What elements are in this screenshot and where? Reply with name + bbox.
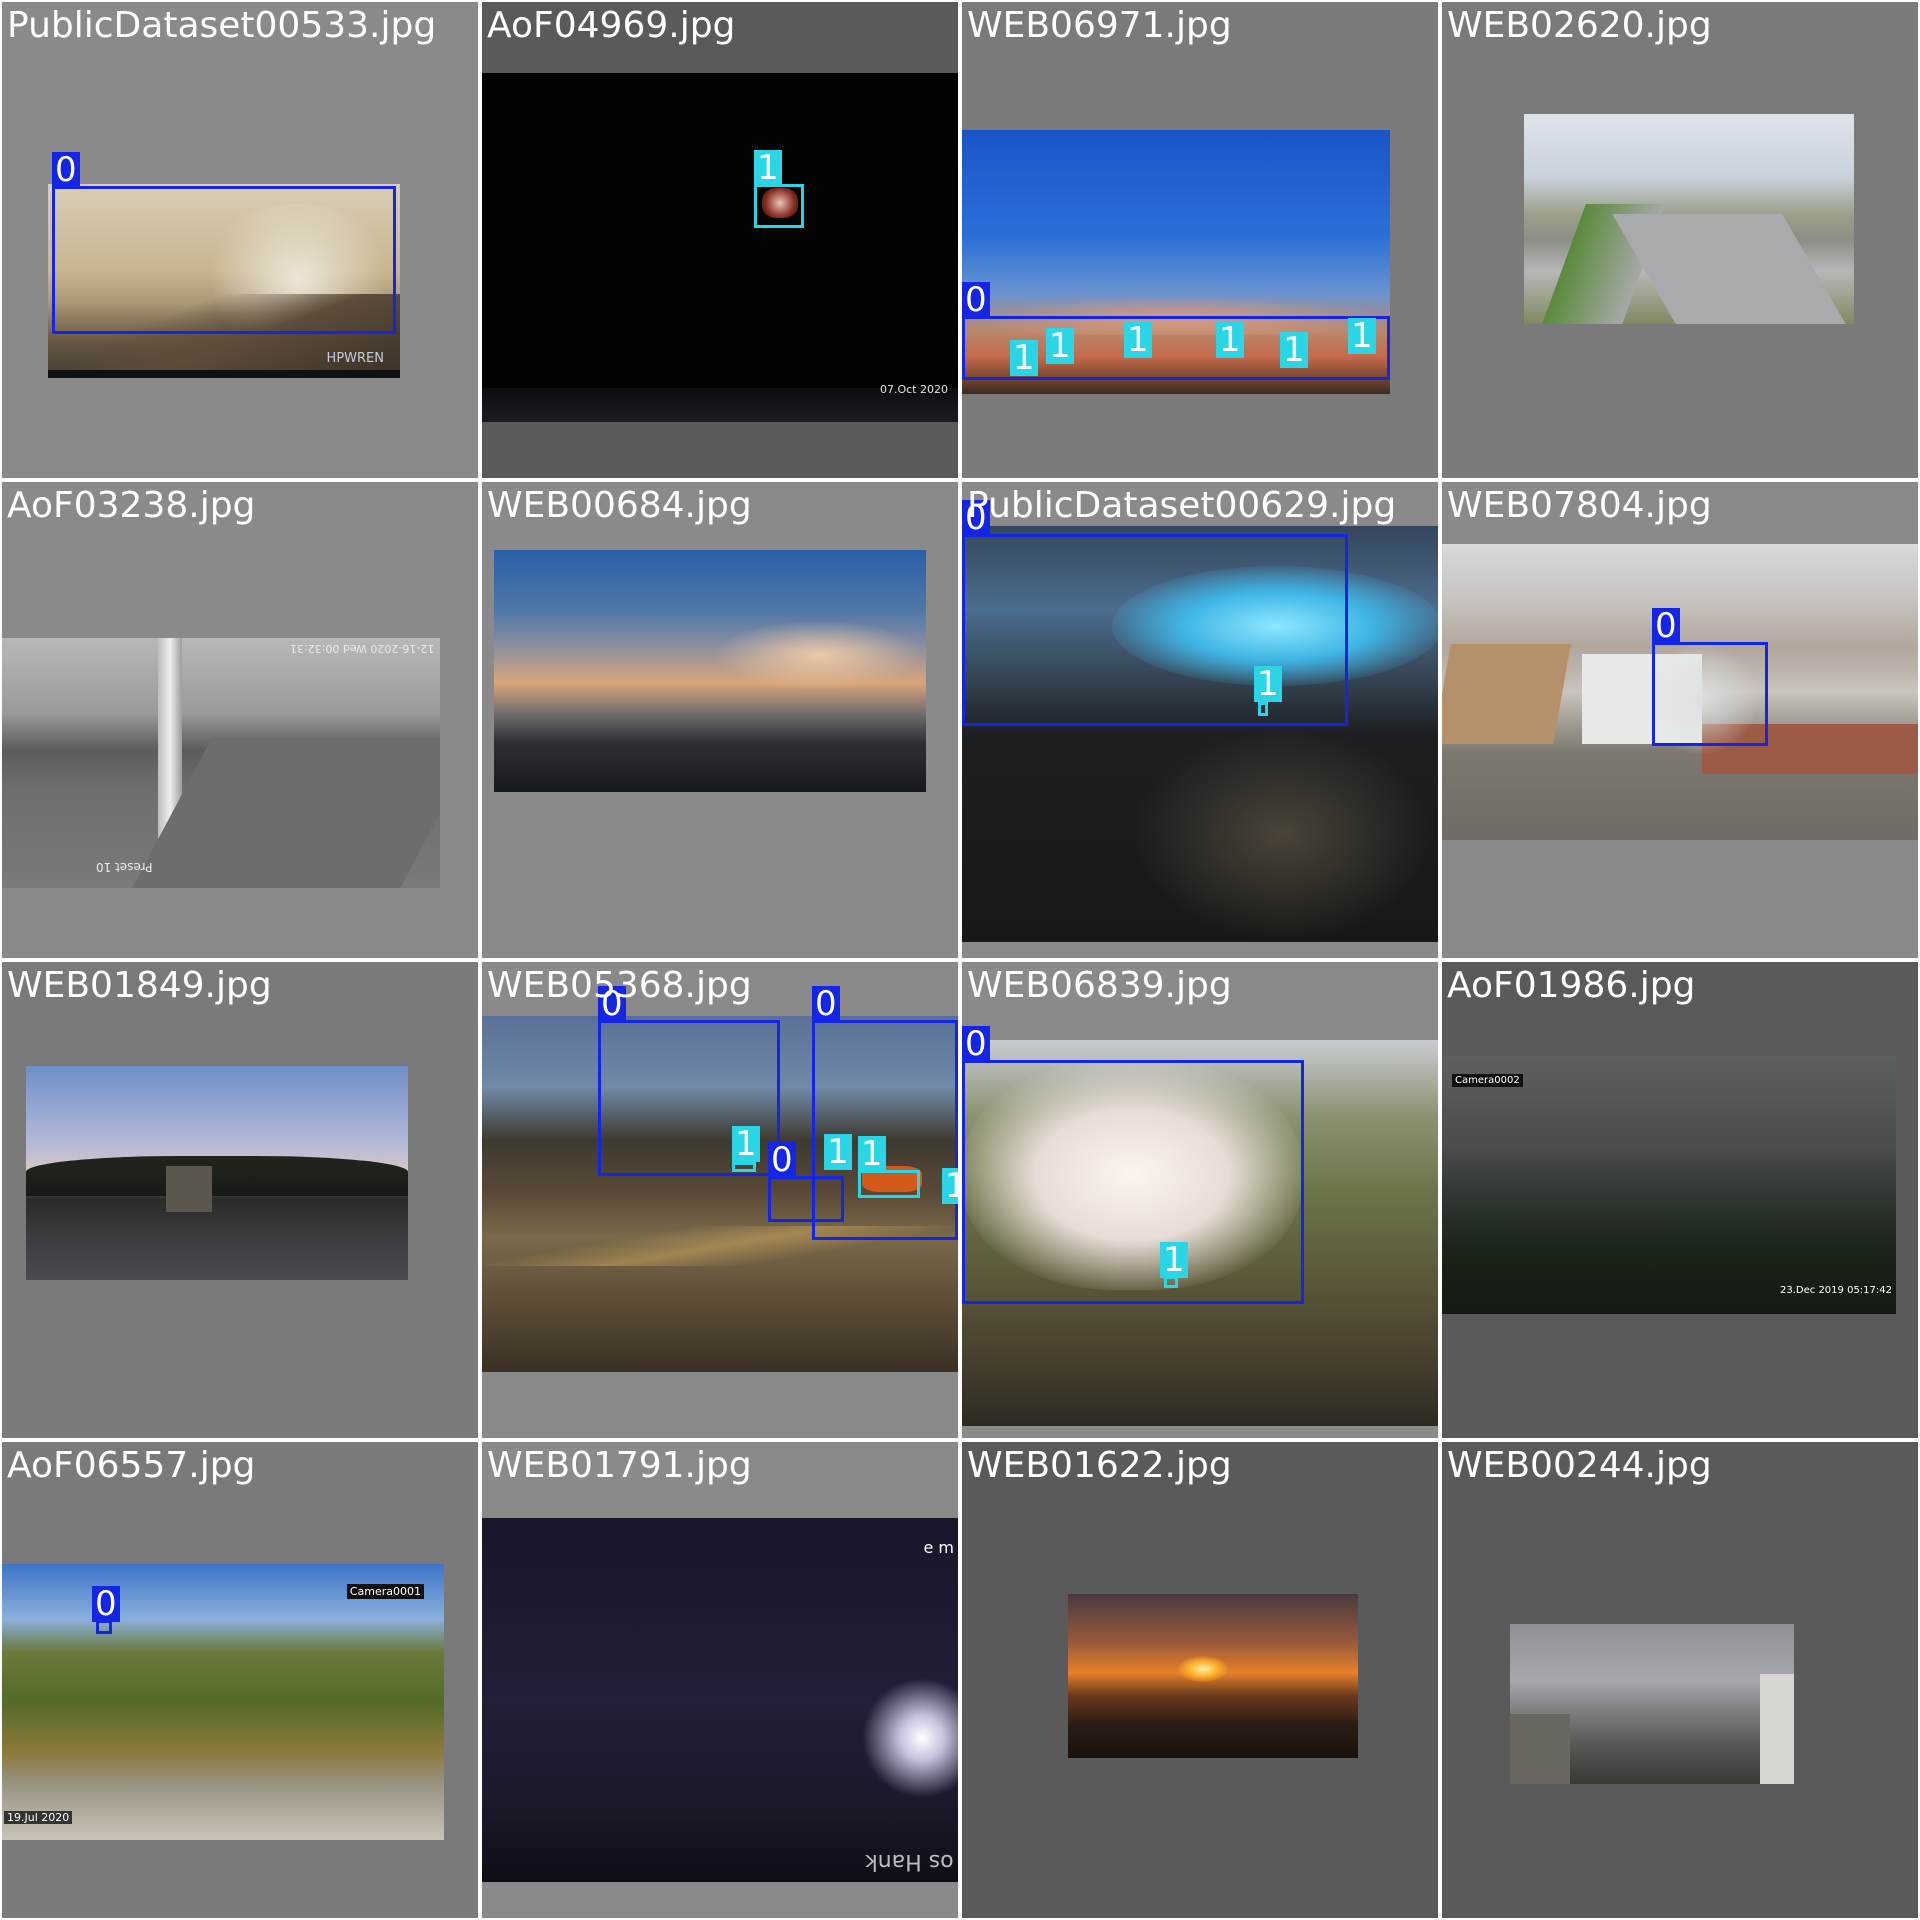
bbox-class-1: [858, 1170, 920, 1198]
file-name: WEB05368.jpg: [487, 965, 752, 1006]
mosaic-tile: AoF04969.jpg 07.Oct 2020 1: [482, 2, 958, 478]
file-name: PublicDataset00629.jpg: [967, 485, 1397, 526]
mosaic-tile: WEB01791.jpg e m os Hank: [482, 1442, 958, 1918]
camera-label: Camera0001: [346, 1584, 424, 1599]
photo: Camera0001 19.Jul 2020: [2, 1564, 444, 1840]
timestamp: 19.Jul 2020: [4, 1811, 73, 1824]
photo: [1524, 114, 1854, 324]
bbox-class-0: [962, 534, 1348, 726]
photo: Preset 10 12-16-2020 Wed 00:32:31: [2, 638, 440, 888]
bbox-label: 1: [1280, 332, 1308, 368]
bbox-label: 1: [732, 1126, 760, 1162]
bbox-label: 1: [824, 1134, 852, 1170]
bbox-label: 0: [962, 282, 990, 318]
bbox-label: 1: [1348, 318, 1376, 354]
photo: [962, 1040, 1438, 1426]
photo: 07.Oct 2020: [482, 73, 958, 422]
file-name: WEB02620.jpg: [1447, 5, 1712, 46]
photo: [962, 526, 1438, 942]
photo: [26, 1066, 408, 1280]
mosaic-tile: WEB00684.jpg: [482, 482, 958, 958]
file-name: WEB06839.jpg: [967, 965, 1232, 1006]
file-name: WEB01622.jpg: [967, 1445, 1232, 1486]
mosaic-tile: WEB07804.jpg 0: [1442, 482, 1918, 958]
bbox-class-1: [1258, 702, 1268, 716]
bbox-label: 0: [962, 1026, 990, 1062]
mosaic-tile: AoF06557.jpg Camera0001 19.Jul 2020 0: [2, 1442, 478, 1918]
photo: [1068, 1594, 1358, 1758]
photo: HPWREN: [48, 184, 400, 378]
file-name: WEB00684.jpg: [487, 485, 752, 526]
bbox-label: 0: [92, 1586, 120, 1622]
bbox-class-1: [732, 1162, 756, 1172]
mosaic-tile: WEB01622.jpg: [962, 1442, 1438, 1918]
bbox-class-0: [812, 1020, 958, 1240]
camera-label: Camera0002: [1452, 1074, 1523, 1087]
bbox-label: 0: [598, 986, 626, 1022]
bbox-label: 1: [1046, 328, 1074, 364]
bbox-class-0: [598, 1020, 780, 1176]
watermark: os Hank: [865, 1849, 954, 1874]
mosaic-tile: AoF01986.jpg Camera0002 23.Dec 2019 05:1…: [1442, 962, 1918, 1438]
photo: Camera0002 23.Dec 2019 05:17:42: [1442, 1056, 1896, 1314]
bbox-label: 1: [858, 1136, 886, 1172]
mosaic-tile: AoF03238.jpg Preset 10 12-16-2020 Wed 00…: [2, 482, 478, 958]
file-name: AoF04969.jpg: [487, 5, 736, 46]
bbox-label: 1: [942, 1168, 958, 1204]
bbox-label: 0: [962, 500, 990, 536]
file-name: WEB00244.jpg: [1447, 1445, 1712, 1486]
bbox-class-0: [768, 1176, 844, 1222]
mosaic-tile: PublicDataset00629.jpg 0 1: [962, 482, 1438, 958]
photo: [482, 1016, 958, 1372]
file-name: PublicDataset00533.jpg: [7, 5, 437, 46]
mosaic-tile: WEB01849.jpg: [2, 962, 478, 1438]
photo: e m os Hank: [482, 1518, 958, 1882]
watermark: e m: [923, 1538, 954, 1557]
bbox-class-1: [754, 184, 804, 228]
bbox-label: 1: [1160, 1242, 1188, 1278]
camera-label: Preset 10: [96, 860, 153, 874]
file-name: WEB07804.jpg: [1447, 485, 1712, 526]
photo: [1510, 1624, 1794, 1784]
mosaic-tile: WEB02620.jpg: [1442, 2, 1918, 478]
file-name: AoF01986.jpg: [1447, 965, 1696, 1006]
bbox-label: 1: [1216, 322, 1244, 358]
file-name: AoF06557.jpg: [7, 1445, 256, 1486]
bbox-label: 1: [1010, 340, 1038, 376]
file-name: WEB01849.jpg: [7, 965, 272, 1006]
mosaic-tile: WEB06839.jpg 0 1: [962, 962, 1438, 1438]
bbox-label: 0: [52, 152, 80, 188]
watermark: HPWREN: [326, 351, 384, 366]
timestamp: 07.Oct 2020: [879, 383, 948, 396]
photo: [494, 550, 926, 792]
bbox-label: 0: [1652, 608, 1680, 644]
mosaic-tile: WEB00244.jpg: [1442, 1442, 1918, 1918]
file-name: WEB01791.jpg: [487, 1445, 752, 1486]
mosaic-tile: WEB06971.jpg 0 1 1 1 1 1 1: [962, 2, 1438, 478]
timestamp: 12-16-2020 Wed 00:32:31: [289, 642, 434, 655]
bbox-label: 0: [768, 1142, 796, 1178]
timestamp: 23.Dec 2019 05:17:42: [1780, 1285, 1892, 1296]
file-name: AoF03238.jpg: [7, 485, 256, 526]
bbox-label: 1: [1254, 666, 1282, 702]
bbox-class-0: [52, 186, 396, 334]
bbox-label: 1: [754, 150, 782, 186]
bbox-class-0: [962, 1060, 1304, 1304]
bbox-class-0: [1652, 642, 1768, 746]
bbox-label: 1: [1124, 322, 1152, 358]
bbox-label: 0: [812, 986, 840, 1022]
file-name: WEB06971.jpg: [967, 5, 1232, 46]
bbox-class-0: [962, 316, 1390, 380]
photo: [1442, 544, 1918, 840]
mosaic-tile: WEB05368.jpg 0 0 0 1 1 1 1: [482, 962, 958, 1438]
mosaic-tile: PublicDataset00533.jpg HPWREN 0: [2, 2, 478, 478]
